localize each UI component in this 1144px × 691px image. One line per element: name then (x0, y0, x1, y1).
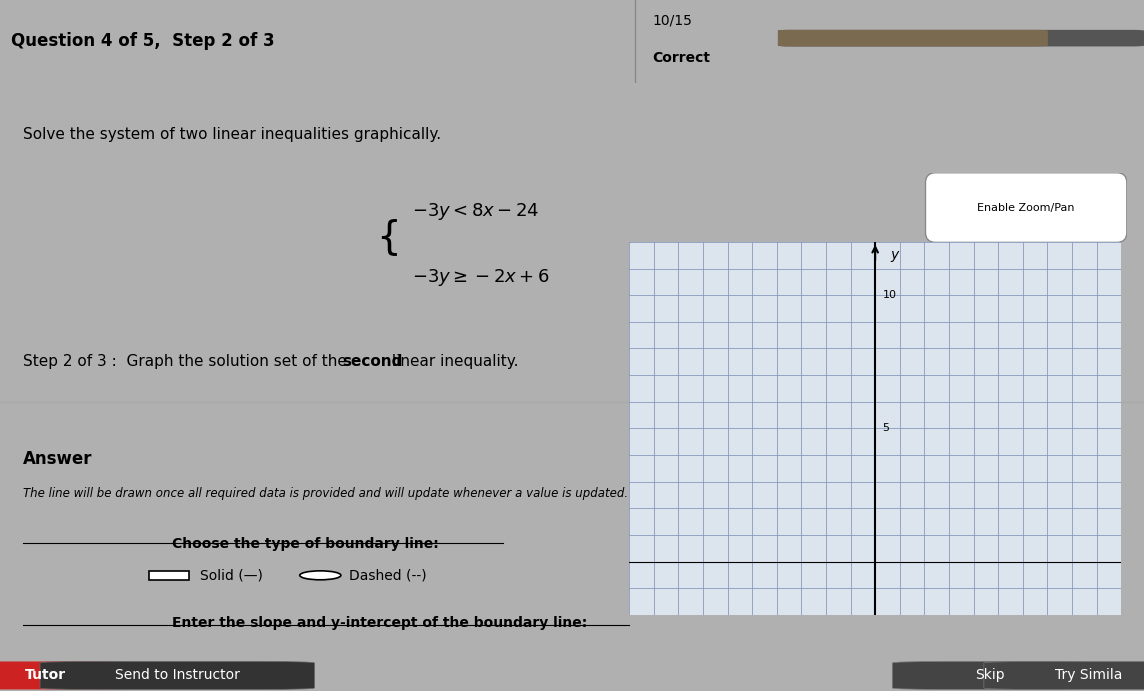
Text: Solve the system of two linear inequalities graphically.: Solve the system of two linear inequalit… (23, 127, 440, 142)
Circle shape (300, 571, 341, 580)
Text: Dashed (--): Dashed (--) (349, 568, 427, 583)
Text: Answer: Answer (23, 450, 93, 468)
FancyBboxPatch shape (0, 661, 143, 690)
Text: y: y (890, 248, 898, 262)
Text: Choose the type of boundary line:: Choose the type of boundary line: (172, 537, 438, 551)
FancyBboxPatch shape (778, 30, 1048, 46)
Text: Solid (—): Solid (—) (200, 568, 263, 583)
Text: second: second (342, 354, 403, 369)
Text: $-3y < 8x - 24$: $-3y < 8x - 24$ (412, 200, 539, 222)
Text: Send to Instructor: Send to Instructor (114, 668, 240, 683)
Text: $-3y \geq -2x + 6$: $-3y \geq -2x + 6$ (412, 267, 549, 287)
Text: Step 2 of 3 :  Graph the solution set of the: Step 2 of 3 : Graph the solution set of … (23, 354, 351, 369)
Text: Skip: Skip (975, 668, 1004, 683)
Text: 10: 10 (882, 290, 897, 300)
FancyBboxPatch shape (984, 661, 1144, 690)
Text: The line will be drawn once all required data is provided and will update whenev: The line will be drawn once all required… (23, 487, 909, 500)
Text: Try Simila: Try Simila (1056, 668, 1122, 683)
Text: 5: 5 (882, 424, 890, 433)
Text: 10/15: 10/15 (652, 14, 692, 28)
Text: Enter the slope and y-intercept of the boundary line:: Enter the slope and y-intercept of the b… (172, 616, 587, 630)
Text: {: { (375, 218, 400, 256)
FancyBboxPatch shape (925, 173, 1127, 243)
FancyBboxPatch shape (40, 661, 315, 690)
Text: Correct: Correct (652, 51, 710, 65)
FancyBboxPatch shape (778, 30, 1144, 46)
Text: linear inequality.: linear inequality. (387, 354, 518, 369)
Text: Tutor: Tutor (25, 668, 66, 683)
Bar (149, 571, 189, 580)
FancyBboxPatch shape (892, 661, 1087, 690)
Text: Question 4 of 5,  Step 2 of 3: Question 4 of 5, Step 2 of 3 (11, 32, 275, 50)
Text: Enable Zoom/Pan: Enable Zoom/Pan (977, 202, 1075, 213)
